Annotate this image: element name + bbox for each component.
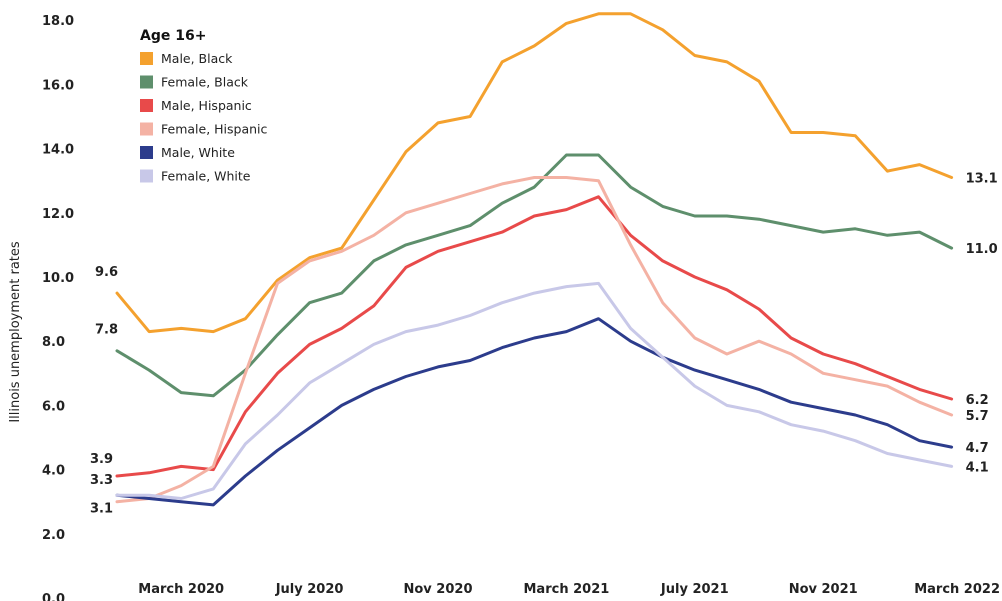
legend-swatch xyxy=(140,99,153,112)
end-label: 13.1 xyxy=(966,171,998,186)
legend-item-label: Male, Hispanic xyxy=(161,98,252,113)
start-label: 3.1 xyxy=(90,501,113,516)
y-tick-label: 10.0 xyxy=(42,271,74,286)
y-axis-ticks: 0.0 2.0 4.0 6.0 8.0 10.0 12.0 14.0 16.0 18.0 xyxy=(42,14,74,601)
series-line-4 xyxy=(115,317,954,507)
y-tick-label: 14.0 xyxy=(42,143,74,158)
y-tick-label: 6.0 xyxy=(42,399,65,414)
start-label: 7.8 xyxy=(95,323,118,338)
y-tick-label: 0.0 xyxy=(42,592,65,601)
x-tick-label: Nov 2021 xyxy=(789,582,858,597)
legend-item-label: Male, White xyxy=(161,145,235,160)
x-tick-label: Nov 2020 xyxy=(404,582,473,597)
series-line-3 xyxy=(115,176,954,504)
x-axis-ticks: March 2020 July 2020 Nov 2020 March 2021 Jul… xyxy=(138,582,1000,597)
y-tick-label: 12.0 xyxy=(42,207,74,222)
data-labels: 9.6 13.1 7.8 11.0 3.9 6.2 3.1 5.7 3.3 4.7 4.1 xyxy=(90,171,998,516)
series-line-1 xyxy=(115,153,954,398)
end-label: 4.7 xyxy=(966,441,989,456)
y-tick-label: 8.0 xyxy=(42,335,65,350)
x-tick-label: March 2021 xyxy=(524,582,610,597)
y-tick-label: 4.0 xyxy=(42,464,65,479)
y-axis-label: Illinois unemployment rates xyxy=(8,241,23,423)
series-line-2 xyxy=(115,195,954,478)
end-label: 5.7 xyxy=(966,409,989,424)
series-lines xyxy=(115,12,954,507)
y-tick-label: 2.0 xyxy=(42,528,65,543)
legend-item-label: Female, Black xyxy=(161,75,249,90)
x-tick-label: July 2021 xyxy=(660,582,729,597)
end-label: 4.1 xyxy=(966,460,989,475)
x-tick-label: March 2022 xyxy=(914,582,1000,597)
legend-swatch xyxy=(140,146,153,159)
series-line-0 xyxy=(115,12,954,334)
legend-swatch xyxy=(140,169,153,183)
legend-swatch xyxy=(140,52,153,65)
legend-item-label: Female, Hispanic xyxy=(161,122,268,137)
legend-item-label: Male, Black xyxy=(161,51,233,66)
x-tick-label: March 2020 xyxy=(138,582,224,597)
legend-swatch xyxy=(140,122,153,136)
x-tick-label: July 2020 xyxy=(275,582,344,597)
end-label: 11.0 xyxy=(966,242,998,257)
legend-title: Age 16+ xyxy=(140,28,206,44)
y-tick-label: 18.0 xyxy=(42,14,74,29)
y-tick-label: 16.0 xyxy=(42,78,74,93)
legend-swatch xyxy=(140,75,153,89)
start-label: 3.9 xyxy=(90,452,113,467)
start-label: 3.3 xyxy=(90,473,113,488)
start-label: 9.6 xyxy=(95,265,118,280)
series-line-5 xyxy=(115,281,954,500)
legend-item-label: Female, White xyxy=(161,169,251,184)
legend: Age 16+ Male, Black Female, Black Male, Hi… xyxy=(140,28,268,184)
end-label: 6.2 xyxy=(966,393,989,408)
